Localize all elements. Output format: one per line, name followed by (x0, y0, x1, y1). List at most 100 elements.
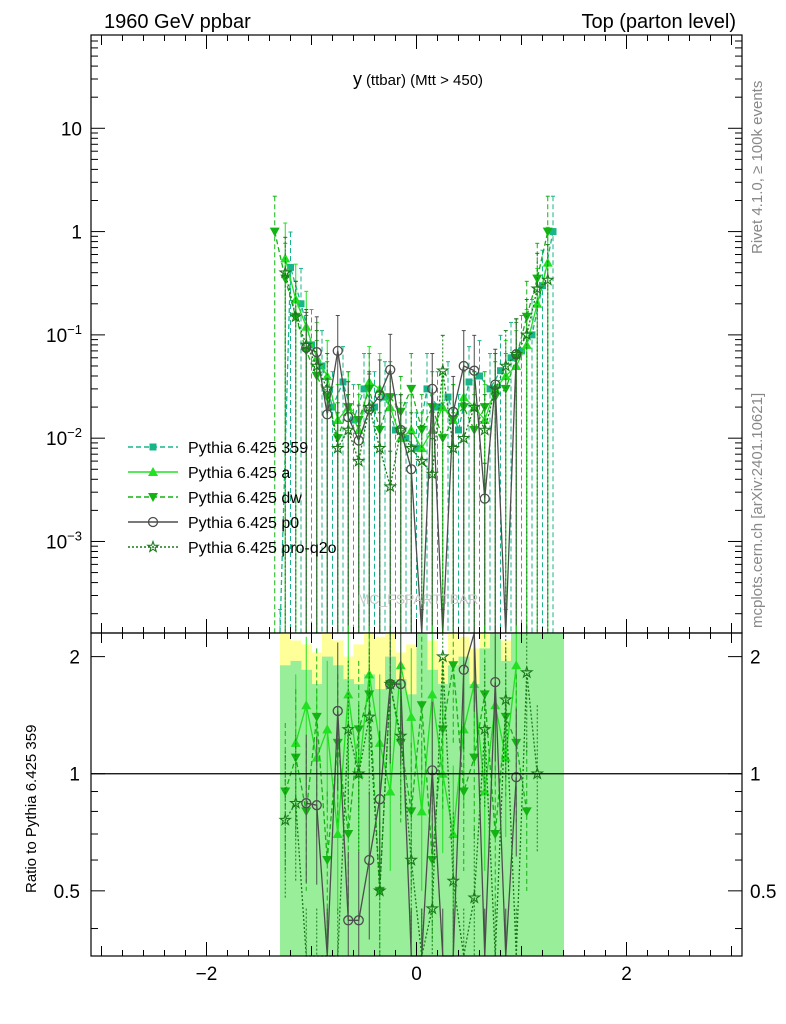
data-point (476, 372, 483, 380)
ratio-line (295, 665, 517, 835)
ratio-point (343, 915, 354, 926)
ratio-point (362, 709, 377, 723)
ratio-y-tick-label: 2 (69, 648, 80, 669)
x-tick-label: −2 (196, 964, 218, 985)
legend-label: Pythia 6.425 359 (188, 440, 308, 457)
data-point (385, 364, 396, 375)
legend-entry: Pythia 6.425 p0 (128, 515, 299, 532)
series-4 (278, 236, 555, 633)
ratio-point (519, 665, 534, 679)
data-point (383, 479, 398, 493)
data-point (488, 381, 503, 395)
data-point (269, 227, 280, 237)
ratio-point (341, 722, 356, 736)
ratio-point (446, 873, 461, 887)
ratio-plot: 2 2 1 1 0.5 0.5 −2 0 2 Ratio to Pythia 6.425 359 (23, 625, 776, 985)
ratio-point (311, 712, 322, 722)
legend-marker (148, 493, 158, 502)
data-point (360, 385, 368, 393)
band-green (542, 633, 554, 956)
ratio-point (406, 711, 417, 721)
ratio-point (458, 787, 469, 797)
data-point (465, 378, 473, 386)
data-point (414, 453, 429, 467)
data-point (507, 354, 515, 362)
main-title-sub: (ttbar) (Mtt > 450) (366, 72, 483, 89)
y-tick-label-base: 10 (46, 326, 67, 347)
ratio-point (343, 829, 354, 839)
ratio-point (498, 692, 513, 706)
data-point (509, 346, 524, 361)
ratio-point (322, 856, 333, 866)
data-point (392, 426, 399, 434)
ratio-point (435, 649, 450, 663)
ratio-point (332, 828, 343, 838)
ratio-point (521, 807, 532, 817)
data-point (278, 265, 293, 279)
ratio-point (427, 689, 438, 699)
ratio-point (458, 664, 469, 675)
data-point (469, 365, 480, 376)
data-point (351, 453, 366, 467)
legend-label: Pythia 6.425 a (188, 465, 290, 482)
data-point (413, 444, 420, 452)
data-point (498, 358, 513, 372)
legend-marker (148, 467, 158, 476)
mcplots-label: mcplots.cern.ch [arXiv:2401.10621] (749, 393, 766, 628)
legend-marker (147, 516, 159, 528)
y-tick-label-exp: −1 (67, 322, 82, 337)
y-tick-label: 10 (61, 119, 82, 140)
header-right: Top (parton level) (581, 11, 736, 33)
ratio-point (383, 676, 398, 690)
data-point (427, 383, 438, 395)
rivet-label: Rivet 4.1.0, ≥ 100k events (749, 81, 766, 254)
ratio-point (322, 724, 333, 734)
legend-entry: Pythia 6.425 pro-q2o (128, 539, 337, 557)
data-point (353, 435, 364, 446)
band-green (395, 679, 407, 956)
y-tick-label-base: 10 (61, 119, 82, 140)
ratio-point (511, 660, 522, 670)
ratio-point (448, 661, 459, 671)
data-point (308, 341, 315, 349)
data-point (297, 300, 305, 308)
ratio-point (288, 795, 303, 809)
ratio-point (490, 829, 501, 839)
series-0 (278, 195, 557, 634)
ratio-point (372, 883, 387, 897)
data-point (446, 440, 461, 454)
data-point (530, 281, 545, 295)
legend-entry: Pythia 6.425 359 (128, 440, 308, 457)
ratio-point (385, 786, 396, 796)
ratio-point (364, 854, 375, 866)
ratio-point (467, 890, 482, 904)
ratio-point (332, 705, 343, 717)
ratio-point (351, 766, 366, 780)
ratio-point (416, 806, 427, 816)
data-point (374, 390, 385, 401)
x-tick-label: 0 (411, 964, 422, 985)
data-point (477, 422, 492, 436)
band-green (553, 633, 564, 956)
data-point (455, 426, 462, 434)
ratio-point (364, 690, 375, 700)
data-point (458, 360, 469, 372)
data-point (467, 399, 482, 413)
ratio-point (511, 771, 522, 783)
legend-marker (146, 539, 160, 553)
data-point (437, 434, 448, 444)
main-title: y (ttbar) (Mtt > 450) (353, 69, 483, 89)
legend-marker (149, 443, 157, 451)
ratio-axes: 2 2 1 1 0.5 0.5 −2 0 2 (54, 633, 776, 985)
legend-entry: Pythia 6.425 dw (128, 490, 302, 507)
data-point (435, 363, 450, 377)
data-point (540, 272, 555, 286)
data-point (320, 381, 335, 395)
y-tick-label: 10−2 (46, 425, 82, 450)
ratio-point (500, 712, 511, 722)
main-data-layer (269, 195, 557, 634)
data-point (309, 358, 324, 372)
ratio-point (477, 722, 492, 736)
